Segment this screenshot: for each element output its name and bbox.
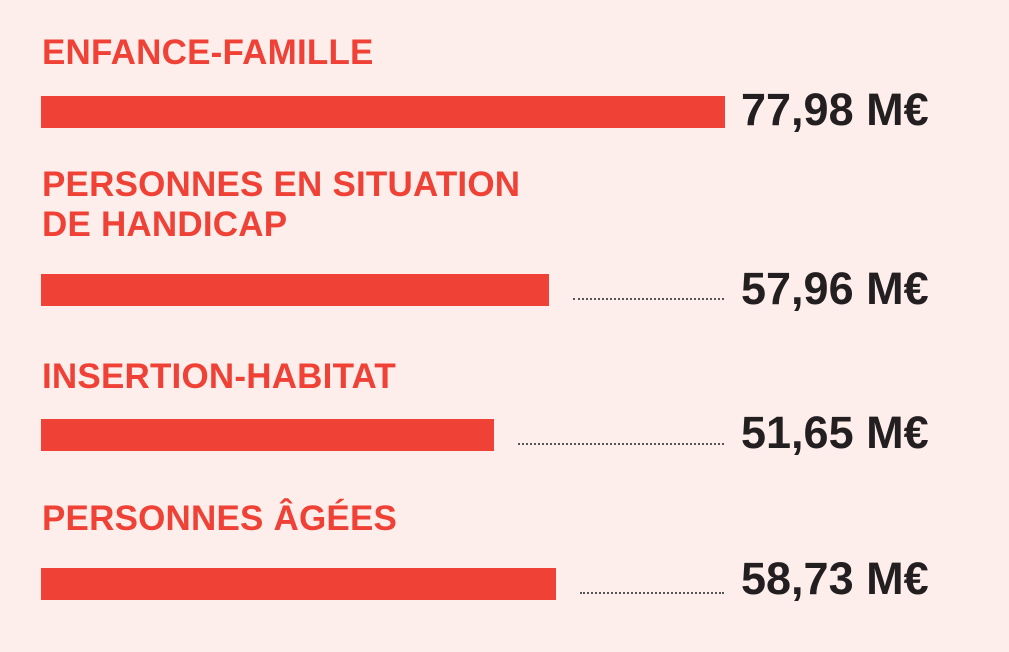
leader-dots [580,592,724,594]
value-label: 77,98 M€ [741,84,929,135]
leader-dots [518,443,724,445]
bar [41,96,725,128]
category-label: PERSONNES ÂGÉES [42,499,398,538]
bar [41,274,549,306]
value-label: 51,65 M€ [741,407,929,458]
value-label: 58,73 M€ [741,553,929,604]
value-label: 57,96 M€ [741,263,929,314]
category-label: PERSONNES EN SITUATION DE HANDICAP [42,165,521,244]
bar [41,568,556,600]
category-label: ENFANCE-FAMILLE [42,33,374,72]
bar [41,419,494,451]
leader-dots [573,298,724,300]
category-label: INSERTION-HABITAT [42,357,397,396]
